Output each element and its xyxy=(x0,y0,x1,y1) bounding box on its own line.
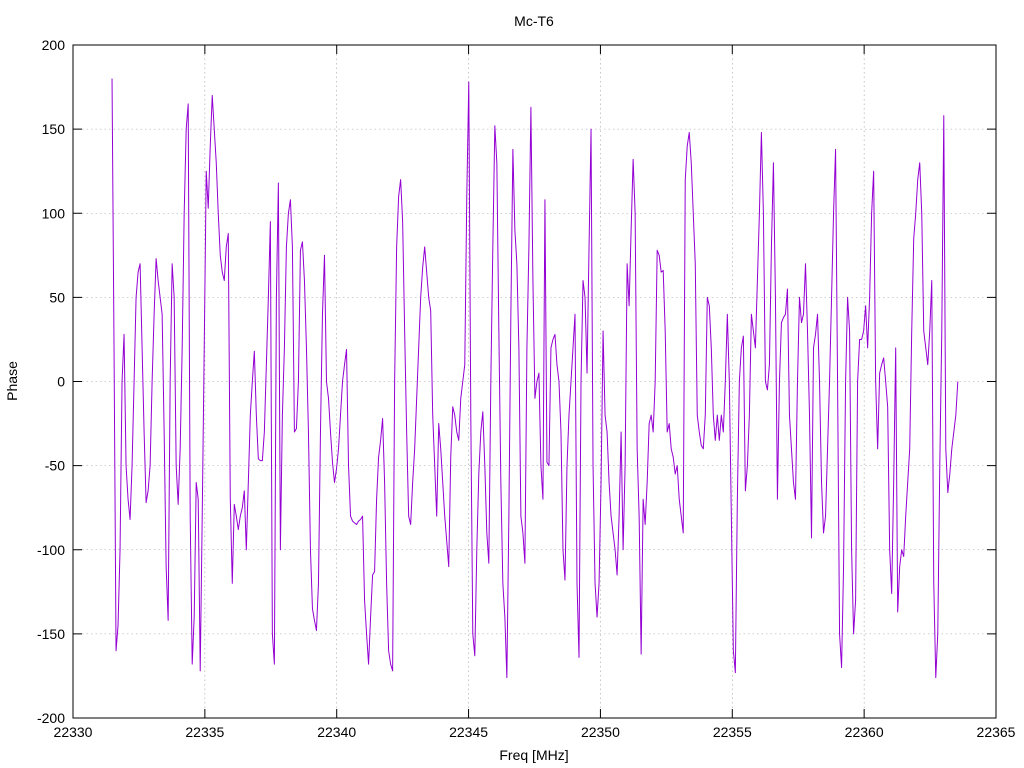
x-tick-label: 22340 xyxy=(317,724,356,740)
plot-border xyxy=(72,44,997,719)
y-tick-label: 150 xyxy=(42,121,66,137)
y-axis-label: Phase xyxy=(4,361,20,401)
data-line xyxy=(111,78,959,679)
y-tick-label: -100 xyxy=(37,542,65,558)
y-tick-label: -200 xyxy=(37,710,65,726)
x-tick-label: 22330 xyxy=(54,724,93,740)
y-tick-label: -50 xyxy=(45,458,65,474)
y-tick-label: 0 xyxy=(57,374,65,390)
y-tick-label: 200 xyxy=(42,37,66,53)
x-tick-label: 22350 xyxy=(581,724,620,740)
x-axis-label: Freq [MHz] xyxy=(499,747,568,763)
x-tick-label: 22360 xyxy=(845,724,884,740)
y-tick-label: 100 xyxy=(42,205,66,221)
x-tick-label: 22355 xyxy=(713,724,752,740)
x-tick-label: 22335 xyxy=(185,724,224,740)
y-tick-label: -150 xyxy=(37,626,65,642)
y-tick-label: 50 xyxy=(49,289,65,305)
x-tick-label: 22365 xyxy=(977,724,1016,740)
x-tick-label: 22345 xyxy=(449,724,488,740)
chart-title: Mc-T6 xyxy=(514,13,554,29)
